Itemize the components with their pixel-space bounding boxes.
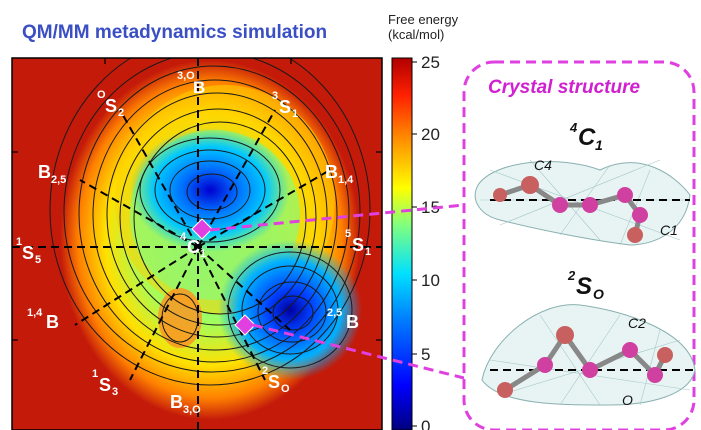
colorbar-tick-15: 15 bbox=[421, 198, 440, 217]
atom bbox=[622, 342, 638, 358]
svg-text:2: 2 bbox=[567, 268, 576, 283]
label-1S5-sub: 5 bbox=[35, 254, 41, 266]
label-5S1-sub: 1 bbox=[365, 246, 371, 258]
label-B25-sub: 2,5 bbox=[51, 174, 66, 186]
marker-2SO bbox=[234, 314, 256, 336]
atom bbox=[521, 176, 539, 194]
svg-text:C: C bbox=[578, 124, 596, 151]
label-5S1: S bbox=[352, 235, 364, 255]
atom bbox=[627, 227, 643, 243]
label-25B: B bbox=[346, 312, 359, 332]
conformer-labels: 3,O B O S 2 3 S 1 B 2,5 B 1,4 1 S 5 4 C … bbox=[16, 70, 371, 416]
label-1S5: S bbox=[22, 243, 34, 263]
atom bbox=[552, 197, 568, 213]
atom bbox=[582, 362, 598, 378]
label-1S3-super: 1 bbox=[92, 368, 98, 380]
atom-label-C1: C1 bbox=[660, 222, 678, 238]
colorbar-tick-0: 0 bbox=[421, 417, 430, 430]
label-2SO: S bbox=[268, 372, 280, 392]
label-B14-sub: 1,4 bbox=[338, 174, 354, 186]
free-energy-map bbox=[12, 58, 382, 430]
colorbar-title-line2: (kcal/mol) bbox=[388, 27, 445, 42]
label-OS2-super: O bbox=[97, 89, 106, 101]
colorbar-title: Free energy (kcal/mol) bbox=[388, 12, 458, 42]
atom-label-C4: C4 bbox=[534, 157, 552, 173]
atom-label-O: O bbox=[622, 392, 633, 408]
svg-text:1: 1 bbox=[595, 137, 603, 153]
atom bbox=[493, 188, 507, 202]
label-3S1-sub: 1 bbox=[292, 108, 298, 120]
label-OS2-sub: 2 bbox=[118, 107, 124, 119]
map-frame bbox=[11, 57, 383, 430]
map-well-4C1 bbox=[130, 128, 290, 252]
colorbar-tick-10: 10 bbox=[421, 271, 440, 290]
label-14B: B bbox=[46, 312, 59, 332]
colorbar-tick-25: 25 bbox=[421, 53, 440, 72]
label-OS2: S bbox=[105, 96, 117, 116]
structure-2SO-title: 2 S O bbox=[567, 268, 604, 302]
label-25B-super: 2,5 bbox=[327, 307, 342, 319]
atom bbox=[617, 187, 633, 203]
structure-2SO: C2 O bbox=[481, 304, 696, 408]
label-B3O-bottom: B bbox=[170, 392, 183, 412]
label-14B-super: 1,4 bbox=[27, 307, 43, 319]
colorbar-title-line1: Free energy bbox=[388, 12, 459, 27]
atom bbox=[537, 357, 553, 373]
map-ticks bbox=[12, 58, 382, 341]
label-2SO-super: 2 bbox=[262, 365, 268, 377]
atom bbox=[497, 382, 513, 398]
label-4C1: C bbox=[187, 237, 200, 257]
connector-lines bbox=[209, 203, 465, 380]
label-B3O-bottom-sub: 3,O bbox=[183, 404, 201, 416]
atom bbox=[582, 197, 598, 213]
map-well-2SO bbox=[218, 240, 362, 380]
crystal-panel: Crystal structure 4 C 1 bbox=[462, 60, 696, 430]
colorbar-strip bbox=[391, 57, 413, 430]
svg-text:4: 4 bbox=[569, 120, 578, 135]
label-B3O-top: B bbox=[193, 78, 205, 97]
atom bbox=[556, 326, 574, 344]
label-1S5-super: 1 bbox=[16, 236, 22, 248]
label-B25: B bbox=[38, 162, 51, 182]
label-3S1-super: 3 bbox=[272, 90, 278, 102]
atom bbox=[647, 367, 663, 383]
colorbar: 25 20 15 10 5 0 bbox=[391, 53, 440, 430]
figure-title: QM/MM metadynamics simulation bbox=[22, 22, 328, 43]
label-B14: B bbox=[325, 162, 338, 182]
label-5S1-super: 5 bbox=[345, 228, 351, 240]
atom-label-C2: C2 bbox=[628, 315, 646, 331]
crystal-heading: Crystal structure bbox=[488, 77, 640, 98]
label-3S1: S bbox=[279, 97, 291, 117]
colorbar-tick-20: 20 bbox=[421, 125, 440, 144]
svg-text:O: O bbox=[593, 286, 604, 302]
colorbar-tick-5: 5 bbox=[421, 345, 430, 364]
projection-lines bbox=[12, 58, 382, 430]
structure-4C1-title: 4 C 1 bbox=[569, 120, 603, 153]
structure-4C1: C4 C1 bbox=[474, 157, 691, 246]
marker-4C1 bbox=[191, 218, 213, 240]
density-mesh-2 bbox=[481, 304, 696, 406]
label-4C1-super: 4 bbox=[180, 231, 187, 243]
label-B3O-top-super: 3,O bbox=[177, 70, 195, 82]
label-2SO-sub: O bbox=[281, 383, 290, 395]
atom bbox=[657, 347, 673, 363]
label-4C1-sub: 1 bbox=[200, 248, 206, 260]
label-1S3: S bbox=[99, 375, 111, 395]
svg-text:S: S bbox=[576, 273, 592, 300]
label-1S3-sub: 3 bbox=[112, 386, 118, 398]
atom bbox=[632, 207, 648, 223]
